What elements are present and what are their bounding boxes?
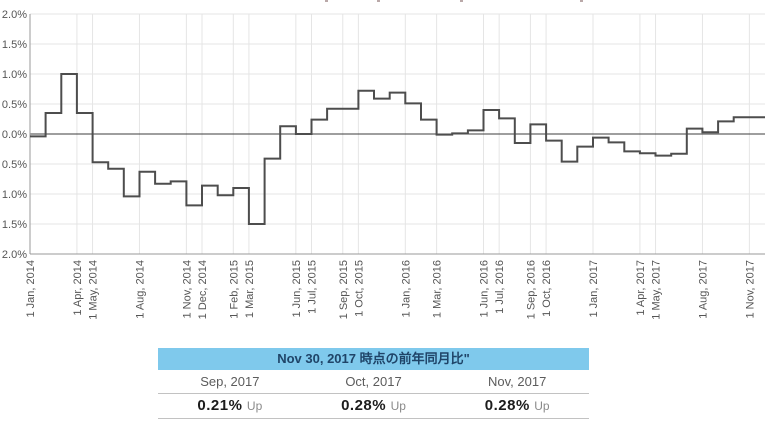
x-axis-label: 1 Sep, 2016: [525, 260, 537, 319]
x-axis-label: 1 Mar, 2015: [244, 260, 256, 318]
table-header: Nov 30, 2017 時点の前年同月比": [158, 348, 589, 370]
table-value-sep: 0.21% Up: [158, 394, 302, 418]
x-axis-label: 1 Oct, 2016: [541, 260, 553, 317]
yoy-step-chart: 2.0%1.5%1.0%0.5%0.0%0.5%1.0%1.5%2.0%1 Ja…: [2, 9, 765, 320]
x-axis-label: 1 Jul, 2016: [494, 260, 506, 314]
x-axis-label: 1 Jan, 2016: [400, 260, 412, 318]
y-axis-label: 0.5%: [2, 99, 27, 111]
clipped-title-speck: [377, 0, 380, 2]
x-axis-label: 1 Jun, 2015: [291, 260, 303, 318]
y-axis-label: 2.0%: [2, 9, 27, 21]
table-value-row: 0.21% Up 0.28% Up 0.28% Up: [158, 393, 589, 419]
x-axis-label: 1 Dec, 2014: [197, 260, 209, 319]
y-axis-label: 2.0%: [2, 249, 27, 261]
clipped-title-speck: [460, 0, 463, 2]
table-month-nov: Nov, 2017: [488, 374, 547, 389]
clipped-title-speck: [325, 0, 328, 2]
value-direction: Up: [246, 399, 263, 413]
y-axis-label: 1.0%: [2, 189, 27, 201]
value-percent: 0.28%: [484, 397, 530, 414]
x-axis-label: 1 May, 2017: [651, 260, 663, 320]
table-month-row: Sep, 2017 Oct, 2017 Nov, 2017: [158, 370, 589, 393]
x-axis-label: 1 Aug, 2017: [697, 260, 709, 319]
y-axis-label: 0.5%: [2, 159, 27, 171]
series-step-line[interactable]: [30, 73, 765, 225]
x-axis-label: 1 Jan, 2014: [25, 260, 37, 318]
x-axis-label: 1 Oct, 2015: [353, 260, 365, 317]
x-axis-label: 1 Mar, 2016: [432, 260, 444, 318]
table-value-nov: 0.28% Up: [445, 394, 589, 418]
table-month-sep: Sep, 2017: [200, 374, 260, 389]
value-direction: Up: [390, 399, 406, 413]
y-axis-label: 0.0%: [2, 129, 27, 141]
y-axis-label: 1.5%: [2, 39, 27, 51]
yoy-summary-table: Nov 30, 2017 時点の前年同月比" Sep, 2017 Oct, 20…: [158, 348, 589, 419]
x-axis-label: 1 Aug, 2014: [134, 260, 146, 319]
value-percent: 0.28%: [341, 397, 387, 414]
x-axis-label: 1 Feb, 2015: [228, 260, 240, 319]
x-axis-label: 1 Jul, 2015: [306, 260, 318, 314]
value-direction: Up: [534, 399, 550, 413]
value-percent: 0.21%: [197, 397, 243, 414]
y-axis-label: 1.0%: [2, 69, 27, 81]
x-axis-label: 1 Jun, 2016: [479, 260, 491, 318]
x-axis-label: 1 Apr, 2014: [72, 260, 84, 316]
table-value-oct: 0.28% Up: [302, 394, 446, 418]
clipped-title-speck: [580, 0, 583, 2]
x-axis-label: 1 Jan, 2017: [588, 260, 600, 318]
x-axis-label: 1 Nov, 2017: [744, 260, 756, 319]
x-axis-label: 1 May, 2014: [88, 260, 100, 320]
x-axis-label: 1 Sep, 2015: [338, 260, 350, 319]
x-axis-label: 1 Nov, 2014: [181, 260, 193, 319]
y-axis-label: 1.5%: [2, 219, 27, 231]
table-month-oct: Oct, 2017: [345, 374, 402, 389]
x-axis-label: 1 Apr, 2017: [635, 260, 647, 316]
